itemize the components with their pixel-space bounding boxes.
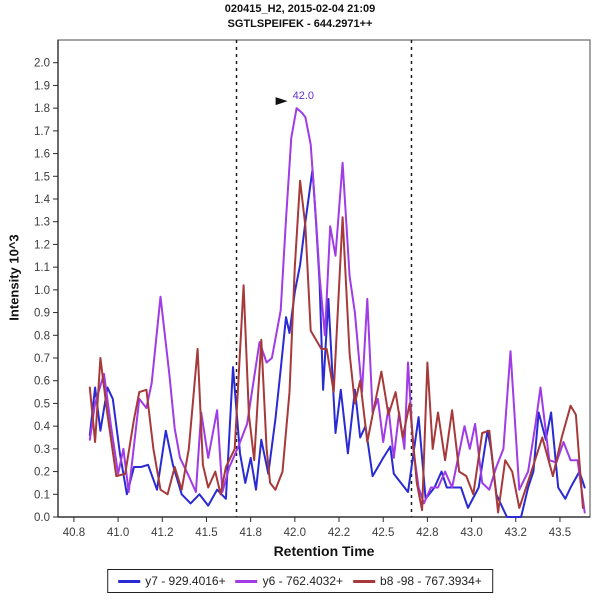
- x-tick-label: 41.0: [107, 527, 129, 539]
- y-tick-label: 1.9: [34, 80, 50, 92]
- y-tick-label: 0.3: [34, 444, 50, 456]
- y-tick-label: 1.3: [34, 217, 50, 229]
- legend-label-y6: y6 - 762.4032+: [262, 574, 344, 588]
- y-tick-label: 0.7: [34, 353, 50, 365]
- y-tick-label: 1.0: [34, 285, 50, 297]
- chart-title-line1: 020415_H2, 2015-02-04 21:09: [224, 3, 376, 15]
- peak-pointer-icon: [275, 97, 288, 106]
- legend-item-b8: b8 -98 - 767.3934+: [353, 574, 482, 588]
- y-tick-label: 1.2: [34, 239, 50, 251]
- x-tick-label: 43.5: [549, 527, 571, 539]
- y7-line-icon: [118, 579, 141, 583]
- y-tick-label: 0.8: [34, 330, 50, 342]
- integration-boundaries[interactable]: [235, 40, 413, 517]
- y-tick-label: 1.1: [34, 262, 50, 274]
- y-tick-label: 0.4: [34, 421, 51, 433]
- y-tick-label: 0.1: [34, 489, 50, 501]
- x-tick-label: 42.8: [416, 527, 438, 539]
- y-tick-label: 1.8: [34, 103, 50, 115]
- legend-item-y7: y7 - 929.4016+: [118, 574, 226, 588]
- y-tick-label: 0.9: [34, 308, 50, 320]
- y-tick-label: 1.4: [34, 194, 51, 206]
- chromatogram-traces[interactable]: [88, 107, 586, 518]
- y-tick-label: 2.0: [34, 58, 50, 70]
- x-tick-label: 41.8: [239, 527, 261, 539]
- x-tick-label: 42.5: [372, 527, 394, 539]
- legend-label-y7: y7 - 929.4016+: [145, 574, 226, 588]
- plot-frame: [57, 39, 591, 518]
- y-tick-label: 0.2: [34, 467, 50, 479]
- x-tick-label: 41.5: [195, 527, 217, 539]
- peak-annotation: 42.0: [275, 90, 314, 106]
- y-tick-label: 1.7: [34, 126, 50, 138]
- y-tick-label: 1.5: [34, 171, 50, 183]
- trace-b8[interactable]: [88, 179, 584, 514]
- y-tick-label: 1.6: [34, 149, 50, 161]
- peak-rt-label: 42.0: [293, 90, 314, 102]
- axis-ticks: 40.8 41.0 41.2 41.5 41.8 42.0 42.2 42.5 42.8 43.0…: [34, 58, 571, 539]
- y-axis-label: Intensity 10^3: [6, 234, 22, 321]
- plot-border: [57, 39, 591, 518]
- x-tick-label: 42.2: [328, 527, 350, 539]
- x-tick-label: 43.0: [460, 527, 482, 539]
- y-tick-label: 0.5: [34, 398, 50, 410]
- x-tick-label: 40.8: [63, 527, 85, 539]
- y-tick-label: 0.0: [34, 512, 50, 524]
- x-tick-label: 42.0: [284, 527, 306, 539]
- trace-y6[interactable]: [88, 107, 586, 514]
- x-tick-label: 43.2: [505, 527, 527, 539]
- chart-title-line2: SGTLSPEIFEK - 644.2971++: [227, 18, 373, 30]
- y6-line-icon: [235, 579, 258, 583]
- b8-line-icon: [353, 579, 376, 583]
- chart-title: 020415_H2, 2015-02-04 21:09 SGTLSPEIFEK …: [0, 2, 600, 32]
- legend-item-y6: y6 - 762.4032+: [235, 574, 344, 588]
- y-tick-label: 0.6: [34, 376, 50, 388]
- x-tick-label: 41.2: [151, 527, 173, 539]
- legend-label-b8: b8 -98 - 767.3934+: [380, 574, 482, 588]
- legend: y7 - 929.4016+ y6 - 762.4032+ b8 -98 - 7…: [107, 569, 493, 593]
- x-axis-label: Retention Time: [273, 543, 375, 559]
